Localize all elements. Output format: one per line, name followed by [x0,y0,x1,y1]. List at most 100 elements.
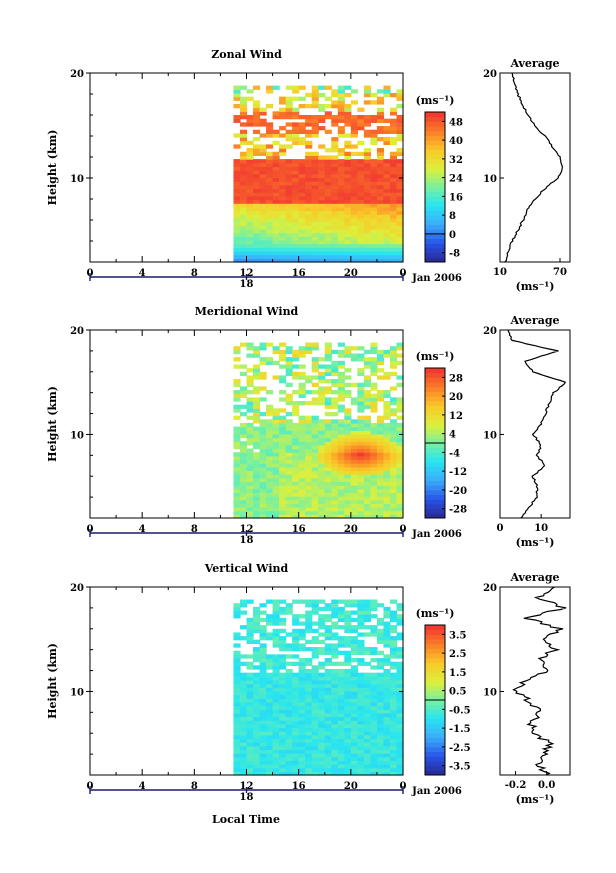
colorbar-swatch [425,205,445,211]
heatmap-cell [324,485,332,490]
heatmap-cell [253,470,261,475]
heatmap-cell [292,636,300,641]
heatmap-cell [376,115,385,120]
heatmap-cell [376,166,385,171]
heatmap-cell [357,606,365,612]
heatmap-cell [233,221,241,226]
heatmap-cell [253,214,261,219]
heatmap-cell [324,342,332,347]
heatmap-cell [272,661,280,666]
heatmap-cell [253,771,261,776]
heatmap-cell [324,496,332,501]
heatmap-cell [239,221,248,226]
heatmap-cell [305,452,313,457]
heatmap-cell [285,243,293,248]
heatmap-cell [259,712,267,718]
heatmap-cell [350,668,358,674]
colorbar-swatch [425,690,445,696]
heatmap-cell [344,250,352,256]
heatmap-cell [324,111,332,116]
heatmap-cell [305,514,313,519]
heatmap-cell [259,749,267,754]
heatmap-cell [239,232,248,237]
heatmap-cell [324,404,332,409]
heatmap-cell [350,694,358,699]
date-label: Jan 2006 [411,529,462,540]
heatmap-cell [389,217,398,223]
heatmap-cell [311,401,319,406]
heatmap-cell [357,463,365,468]
heatmap-cell [318,375,326,380]
heatmap-cell [266,734,274,740]
heatmap-cell [337,705,345,710]
heatmap-cell [357,177,365,182]
heatmap-cell [396,408,404,413]
heatmap-cell [279,254,287,259]
heatmap-cell [285,437,293,442]
heatmap-cell [318,173,326,179]
heatmap-cell [331,225,339,230]
heatmap-cell [331,199,339,204]
heatmap-cell [337,452,345,457]
heatmap-cell [324,712,332,718]
heatmap-cell [396,650,404,655]
heatmap-cell [259,738,267,743]
colorbar-swatch [425,471,445,477]
heatmap-cell [344,492,352,497]
colorbar-swatch [425,400,445,406]
heatmap-cell [253,745,261,751]
heatmap-cell [272,225,280,230]
heatmap-cell [337,514,345,519]
heatmap-cell [285,173,293,179]
heatmap-cell [344,749,352,754]
heatmap-cell [266,701,274,707]
heatmap-cell [279,738,287,743]
heatmap-cell [305,140,313,145]
heatmap-cell [233,466,241,472]
heatmap-cell [272,614,280,619]
heatmap-cell [311,767,319,772]
heatmap-cell [357,430,365,435]
heatmap-cell [239,188,248,193]
heatmap-cell [337,661,345,666]
heatmap-cell [285,632,293,637]
heatmap-cell [350,243,358,248]
heatmap-cell [357,679,365,685]
heatmap-cell [279,745,287,751]
heatmap-cell [305,621,313,626]
heatmap-cell [363,705,371,710]
heatmap-cell [285,705,293,710]
heatmap-cell [246,485,254,490]
colorbar-swatch [425,130,445,136]
heatmap-cell [324,103,332,109]
heatmap-cell [298,382,306,387]
heatmap-cell [344,510,352,515]
colorbar-swatch [425,494,445,500]
heatmap-cell [305,426,313,431]
heatmap-cell [324,364,332,369]
heatmap-cell [233,206,241,212]
heatmap-cell [363,129,371,134]
heatmap-cell [318,665,326,670]
heatmap-cell [272,470,280,475]
heatmap-cell [246,742,254,747]
heatmap-cell [298,437,306,442]
heatmap-cell [376,764,385,769]
heatmap-cell [266,767,274,772]
heatmap-cell [239,720,248,725]
heatmap-cell [324,749,332,754]
heatmap-cell [324,115,332,120]
heatmap-cell [344,514,352,519]
heatmap-cell [272,188,280,193]
heatmap-cell [383,459,391,464]
heatmap-cell [253,118,261,123]
heatmap-cell [279,474,287,479]
heatmap-cell [233,734,241,740]
heatmap-cell [259,647,267,652]
heatmap-cell [396,676,404,681]
heatmap-cell [389,170,398,175]
heatmap-cell [239,610,248,615]
heatmap-cell [311,85,319,90]
heatmap-cell [370,115,378,120]
heatmap-cell [305,679,313,685]
